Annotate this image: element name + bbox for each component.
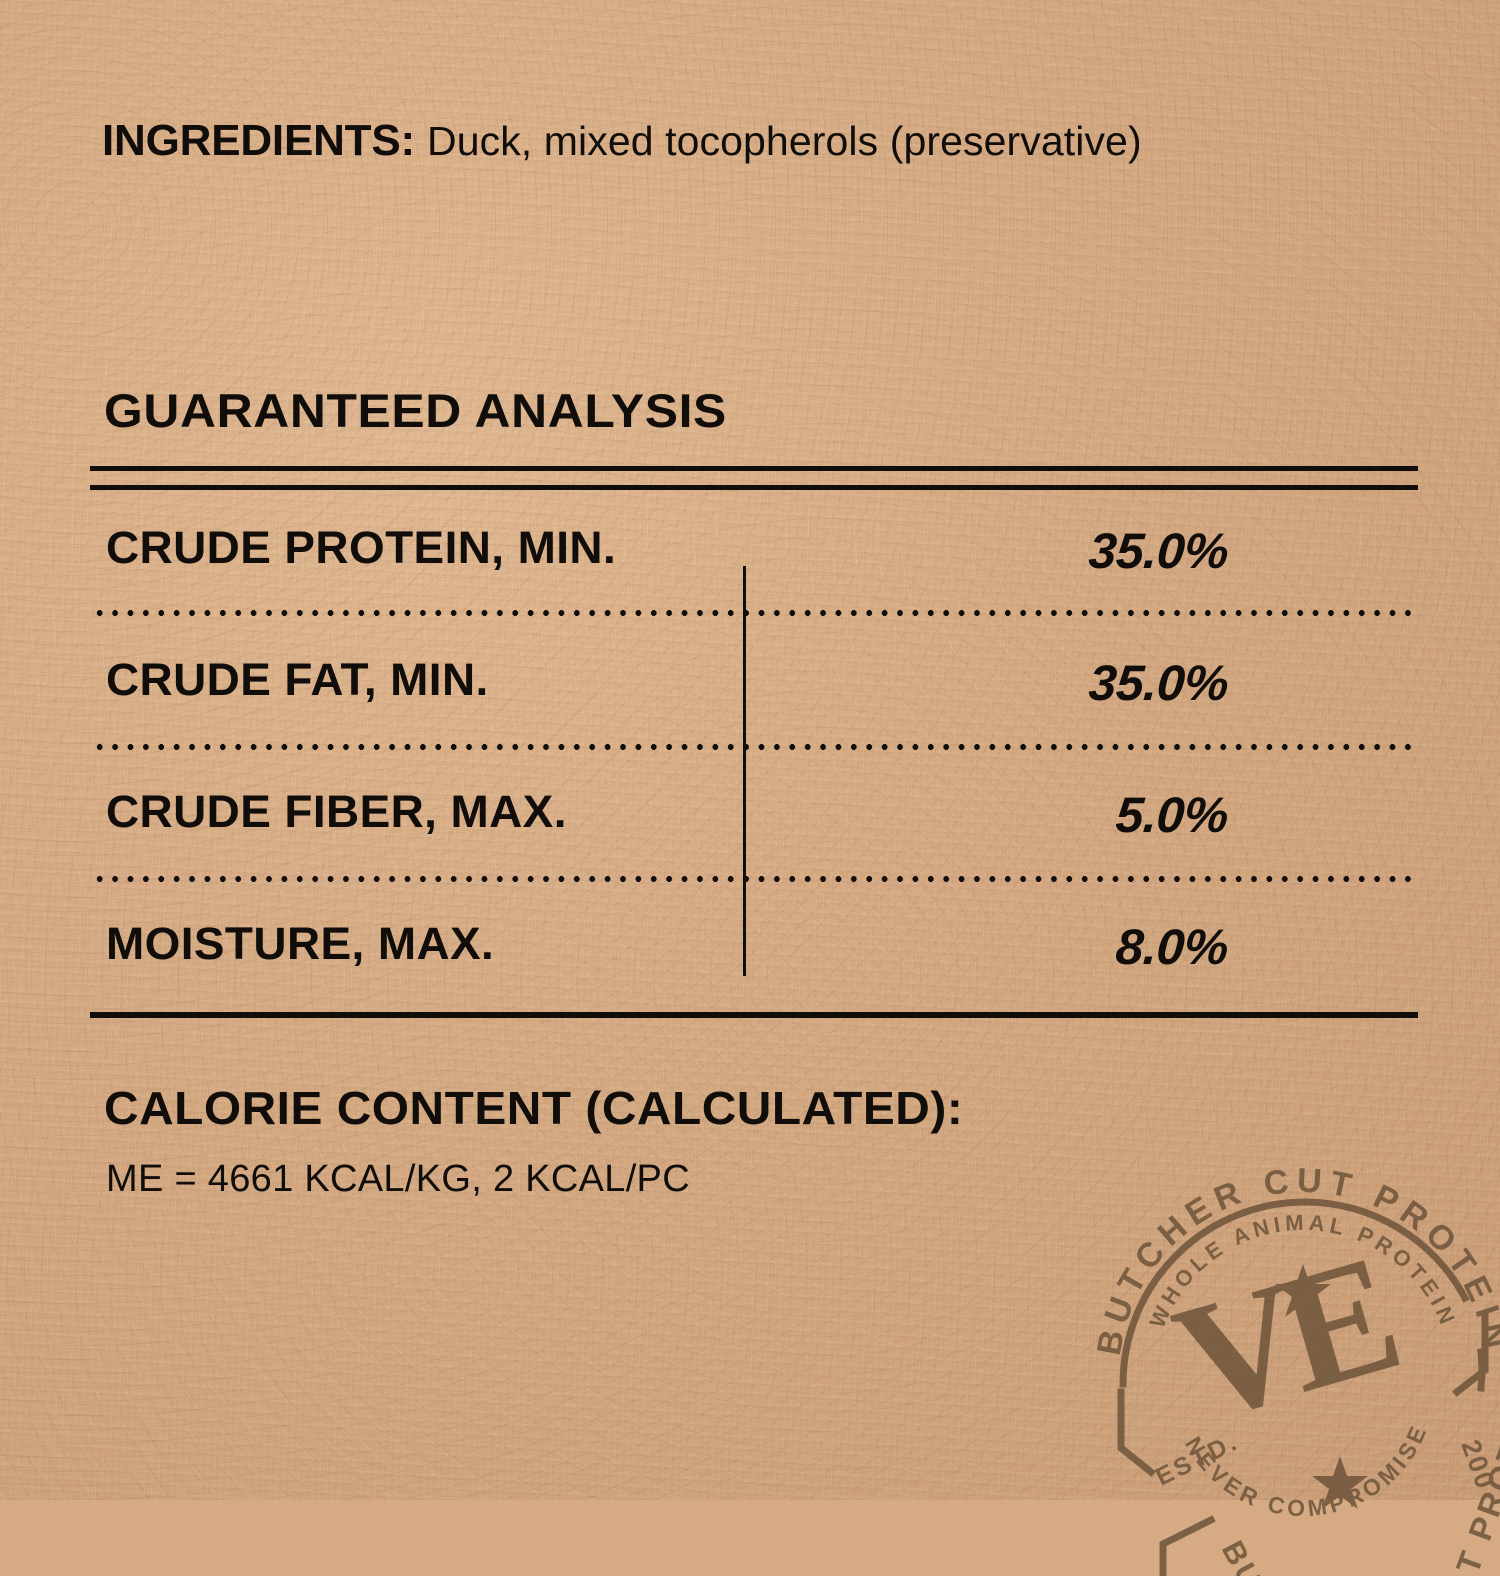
nutrient-name: MOISTURE, MAX.	[106, 918, 495, 969]
nutrient-name: CRUDE PROTEIN, MIN.	[106, 522, 617, 573]
nutrient-value: 8.0%	[1114, 919, 1230, 975]
table-top-rule-lower	[90, 485, 1418, 490]
nutrient-value: 35.0%	[1086, 523, 1230, 579]
nutrient-value: 35.0%	[1086, 655, 1230, 711]
nutrient-name: CRUDE FAT, MIN.	[106, 654, 489, 705]
nutrient-name: CRUDE FIBER, MAX.	[106, 786, 567, 837]
table-row: CRUDE PROTEIN, MIN. 35.0%	[0, 522, 1500, 582]
ingredients-label: INGREDIENTS:	[102, 116, 427, 165]
table-row: CRUDE FIBER, MAX. 5.0%	[0, 786, 1500, 846]
table-vertical-divider	[743, 566, 746, 976]
row-separator-dotted	[92, 610, 1418, 616]
ingredients-text: Duck, mixed tocopherols (preservative)	[426, 118, 1142, 164]
stamp-bracket-right	[1452, 1312, 1489, 1397]
calorie-content-heading: CALORIE CONTENT (CALCULATED):	[104, 1082, 964, 1134]
stamp-star-top-icon	[1275, 1264, 1331, 1317]
row-separator-dotted	[92, 744, 1418, 750]
butcher-cut-protein-stamp-icon: BUTCHER CUT PROTEIN WHOLE ANIMAL PROTEIN…	[1090, 1156, 1500, 1576]
nutrient-value: 5.0%	[1114, 787, 1230, 843]
table-top-rule-upper	[90, 466, 1418, 471]
stamp-bracket-lower-left	[1159, 1515, 1216, 1576]
calorie-content-detail: ME = 4661 KCAL/KG, 2 KCAL/PC	[106, 1158, 690, 1200]
table-row: MOISTURE, MAX. 8.0%	[0, 918, 1500, 978]
stamp-star-bottom-icon	[1312, 1456, 1368, 1509]
table-row: CRUDE FAT, MIN. 35.0%	[0, 654, 1500, 714]
stamp-lower-partial-left-label: BU	[1215, 1535, 1270, 1576]
ingredients-line: INGREDIENTS: Duck, mixed tocopherols (pr…	[102, 116, 1432, 167]
guaranteed-analysis-heading: GUARANTEED ANALYSIS	[104, 384, 727, 437]
row-separator-dotted	[92, 876, 1418, 882]
table-bottom-rule	[90, 1012, 1418, 1018]
stamp-bracket-left	[1117, 1388, 1156, 1477]
